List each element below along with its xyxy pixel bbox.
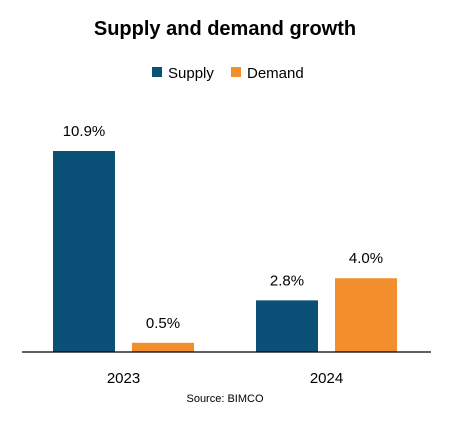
x-axis-tick-labels: 2023 2024	[107, 370, 343, 387]
bar-supply-2024	[256, 300, 318, 352]
chart-title: Supply and demand growth	[94, 18, 356, 40]
x-tick-label-2024: 2024	[310, 370, 343, 387]
legend-label-supply: Supply	[168, 65, 214, 82]
plot-area: 10.9% 0.5% 2.8% 4.0% 2023 2024	[22, 123, 431, 387]
data-label-demand-2023: 0.5%	[146, 315, 180, 332]
legend-label-demand: Demand	[247, 65, 304, 82]
source-note: Source: BIMCO	[186, 393, 263, 405]
bars	[53, 151, 397, 352]
bar-supply-2023	[53, 151, 115, 352]
data-label-demand-2024: 4.0%	[349, 250, 383, 267]
legend: Supply Demand	[152, 65, 304, 82]
data-label-supply-2023: 10.9%	[63, 123, 106, 140]
x-tick-label-2023: 2023	[107, 370, 140, 387]
bar-demand-2024	[335, 278, 397, 352]
bar-demand-2023	[132, 342, 194, 352]
legend-swatch-demand	[231, 67, 241, 77]
legend-swatch-supply	[152, 67, 162, 77]
data-labels: 10.9% 0.5% 2.8% 4.0%	[63, 123, 383, 332]
data-label-supply-2024: 2.8%	[270, 272, 304, 289]
